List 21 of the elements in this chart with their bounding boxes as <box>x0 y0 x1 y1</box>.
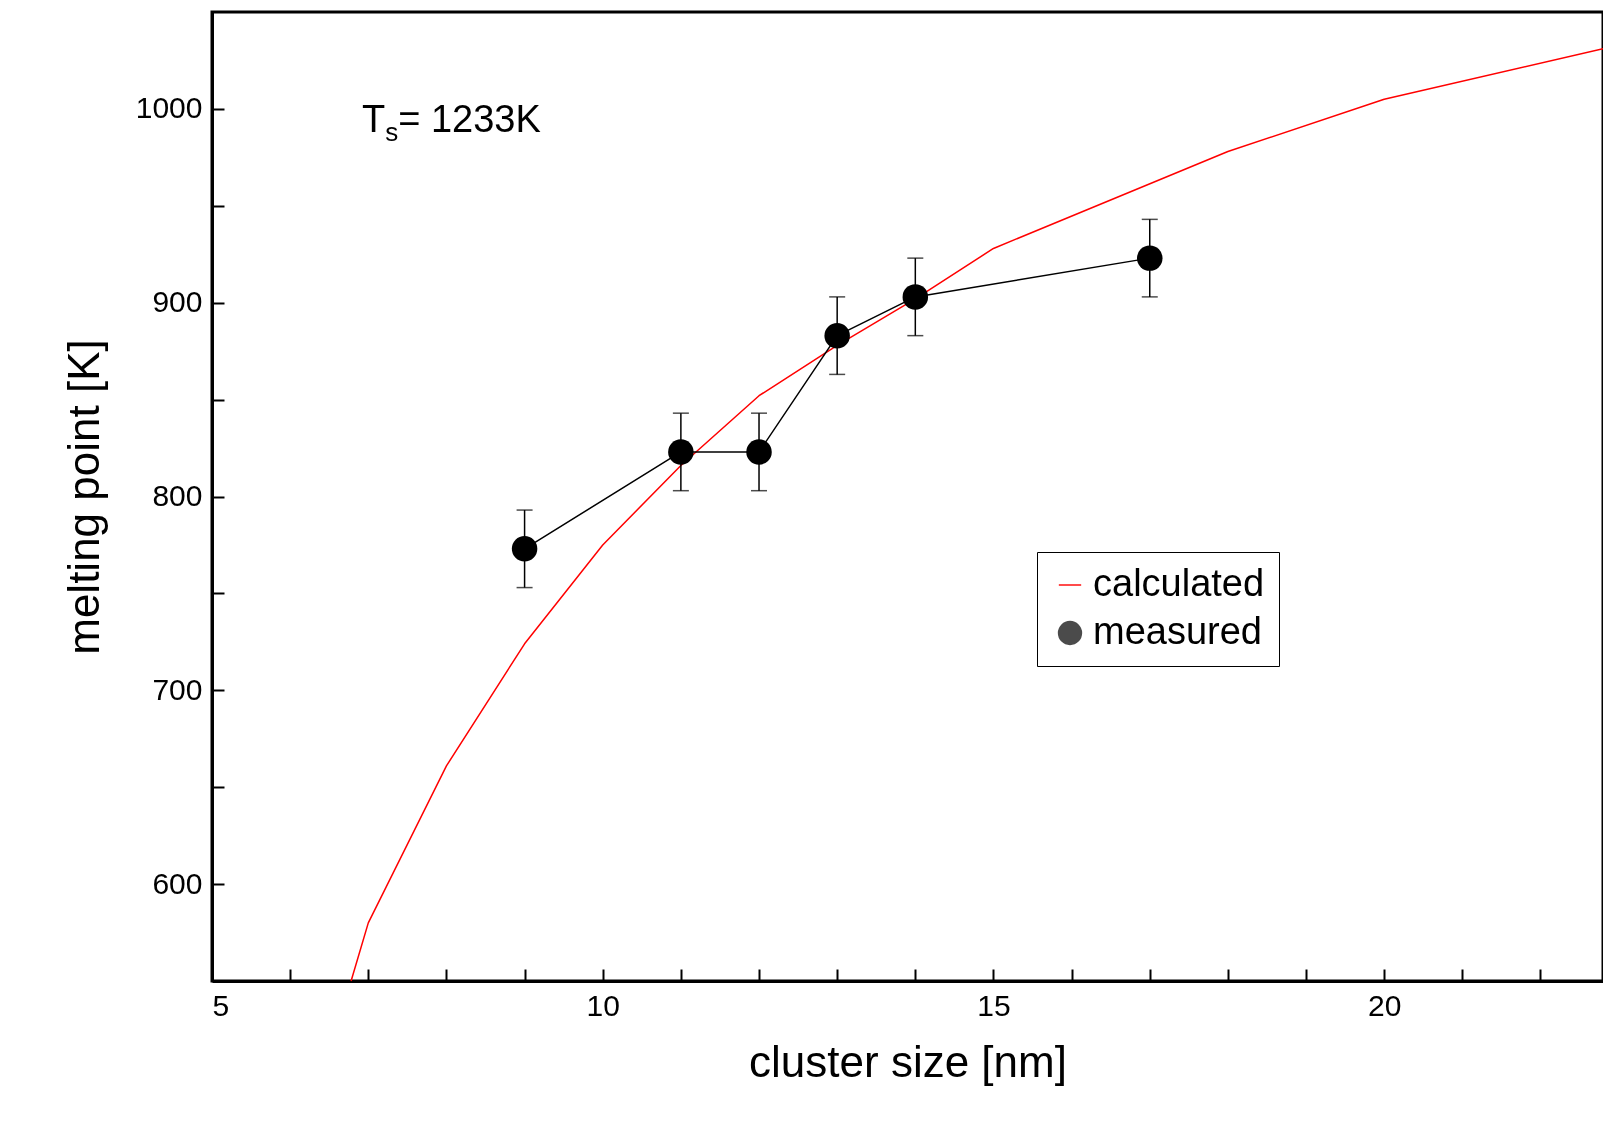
x-tick-label: 20 <box>1368 988 1402 1022</box>
y-tick-label: 900 <box>152 285 203 319</box>
point <box>1137 245 1163 271</box>
point <box>668 439 694 465</box>
x-tick-label: 10 <box>586 988 620 1022</box>
annotation: T$_{s}$= 1233K <box>362 98 541 148</box>
x-axis-title: cluster size [nm] <box>749 1036 1067 1086</box>
x-tick-label: 5 <box>212 988 230 1022</box>
point <box>824 322 850 349</box>
y-tick-label: 600 <box>152 866 203 900</box>
legend-label: calculated <box>1093 562 1265 604</box>
legend-label: measured <box>1093 610 1262 652</box>
y-tick-label: 800 <box>152 479 203 512</box>
y-tick-label: 1000 <box>135 91 203 125</box>
y-tick-label: 700 <box>152 672 203 706</box>
y-axis-title: melting point [K] <box>58 339 108 655</box>
point <box>902 284 929 310</box>
line-series <box>350 48 1603 982</box>
point <box>511 536 538 562</box>
x-tick-label: 15 <box>977 988 1011 1022</box>
point <box>746 439 772 465</box>
